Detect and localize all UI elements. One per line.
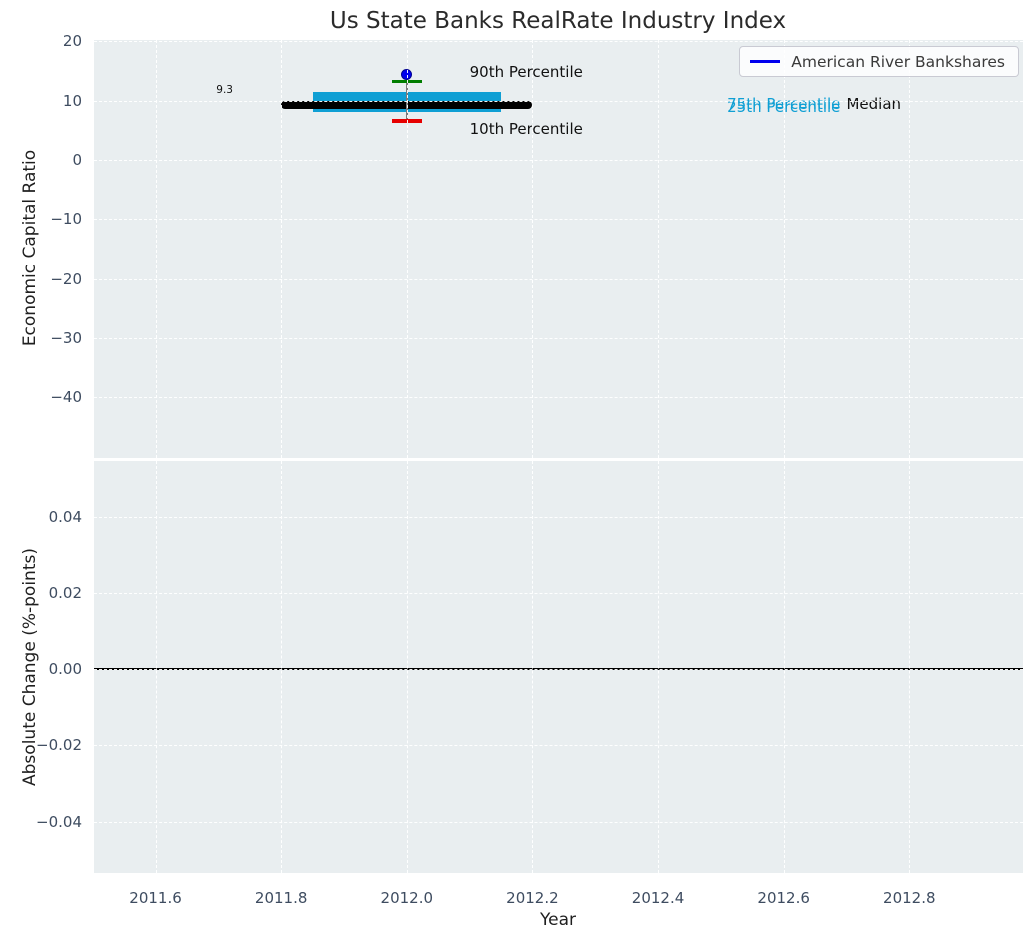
bottom-plot-area [94, 461, 1023, 873]
gridline [94, 745, 1023, 747]
gridline [783, 461, 785, 873]
gridline [281, 461, 283, 873]
legend-line-swatch [750, 60, 781, 63]
x-tick-label: 2012.0 [380, 889, 434, 907]
y-tick-label: 20 [62, 32, 82, 51]
y-tick-label: 10 [62, 91, 82, 110]
annotation-90th-percentile: 90th Percentile [469, 63, 583, 82]
gridline [94, 278, 1023, 280]
x-tick-label: 2012.8 [883, 889, 936, 907]
chart-title: Us State Banks RealRate Industry Index [329, 8, 787, 34]
annotation-10th-percentile: 10th Percentile [469, 119, 583, 138]
y-tick-label: −10 [50, 210, 82, 229]
gridline [406, 461, 408, 873]
gridline [155, 461, 157, 873]
y-tick-label: 0.04 [48, 507, 82, 526]
annotation-median-value: 9.3 [216, 84, 233, 97]
gridline [658, 461, 660, 873]
gridline [94, 41, 1023, 43]
y-tick-label: 0.00 [48, 660, 82, 679]
x-axis-label: Year [540, 910, 576, 930]
gridline [281, 40, 283, 458]
x-tick-label: 2011.6 [129, 889, 182, 907]
y-tick-label: −0.02 [36, 736, 82, 755]
gridline [94, 337, 1023, 339]
legend: American River Bankshares [739, 46, 1019, 77]
gridline [94, 516, 1023, 518]
gridline [94, 100, 1023, 102]
p10-cap [391, 119, 422, 123]
y-tick-label: −20 [50, 269, 82, 288]
gridline [94, 592, 1023, 594]
p90-cap [391, 79, 422, 84]
gridline [155, 40, 157, 458]
gridline [909, 40, 911, 458]
legend-label: American River Bankshares [791, 52, 1005, 71]
gridline [94, 160, 1023, 162]
x-tick-label: 2012.2 [506, 889, 559, 907]
gridline [94, 669, 1023, 671]
gridline [783, 40, 785, 458]
top-plot-area: 90th Percentile 10th Percentile 75th Per… [94, 40, 1023, 458]
gridline [94, 219, 1023, 221]
gridline [532, 40, 534, 458]
y-tick-label: 0.02 [48, 583, 82, 602]
y-tick-label: 0 [72, 151, 82, 170]
gridline [658, 40, 660, 458]
gridline [94, 397, 1023, 399]
y-tick-label: −0.04 [36, 812, 82, 831]
gridline [532, 461, 534, 873]
top-y-axis-label: Economic Capital Ratio [20, 149, 40, 347]
x-tick-label: 2012.6 [757, 889, 810, 907]
gridline [94, 821, 1023, 823]
x-tick-label: 2012.4 [631, 889, 685, 907]
gridline [406, 40, 408, 458]
annotation-median: Median [846, 94, 902, 113]
y-tick-label: −40 [50, 388, 82, 407]
x-tick-label: 2011.8 [254, 889, 308, 907]
gridline [909, 461, 911, 873]
y-tick-label: −30 [50, 328, 82, 347]
